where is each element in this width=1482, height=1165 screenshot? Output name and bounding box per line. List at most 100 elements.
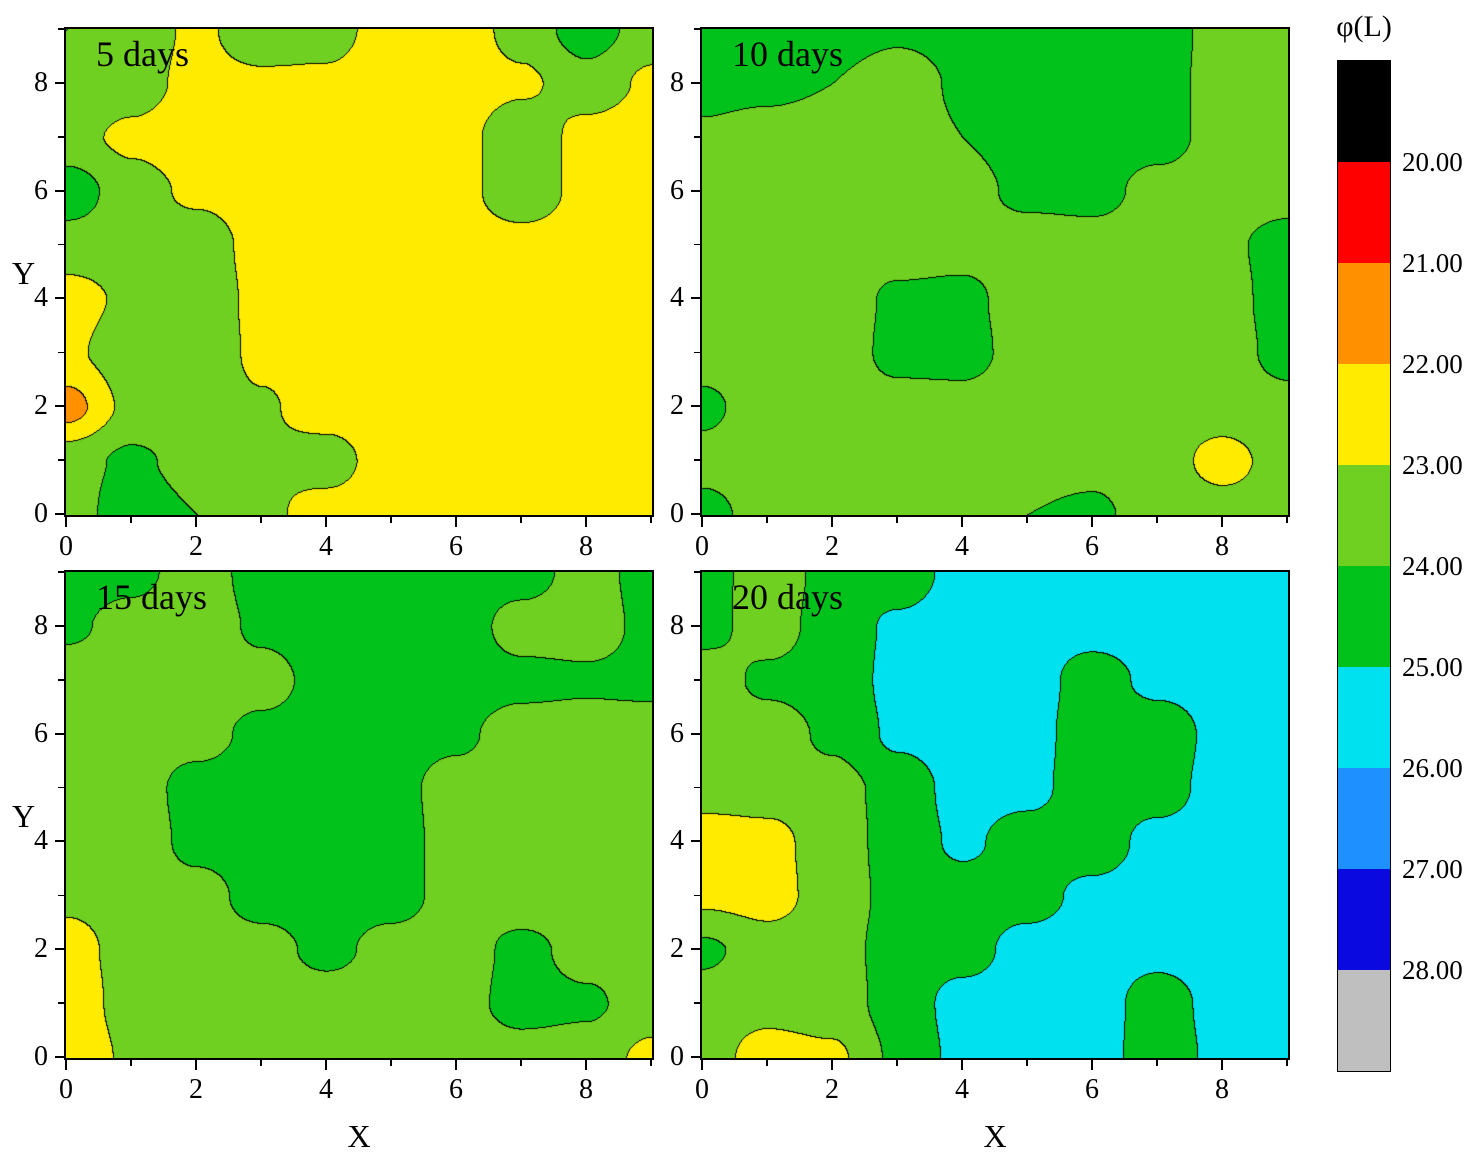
y-minor-tick <box>694 351 700 354</box>
y-minor-tick <box>58 28 64 30</box>
x-major-tick <box>961 517 963 527</box>
y-major-tick <box>55 405 64 408</box>
y-major-tick <box>55 840 64 843</box>
y-tick-label: 0 <box>670 1041 684 1072</box>
y-axis-title-bottom: Y <box>12 798 36 834</box>
colorbar-title: φ(L) <box>1336 10 1392 43</box>
y-tick-label: 8 <box>670 609 684 641</box>
y-major-tick <box>691 840 700 843</box>
contour-plot-20-days <box>700 570 1290 1060</box>
x-major-tick <box>65 1060 67 1070</box>
y-axis-ticks: 0 2 4 6 8 <box>2 570 64 1072</box>
colorbar-boundary-label: 23.00 <box>1402 450 1463 480</box>
x-tick-label: 6 <box>449 531 463 562</box>
y-minor-tick <box>58 894 64 897</box>
x-tick-label: 2 <box>189 531 203 562</box>
y-tick-label: 2 <box>34 390 48 422</box>
y-major-tick <box>691 513 700 515</box>
x-minor-tick <box>650 517 652 523</box>
x-major-tick <box>195 517 197 527</box>
y-tick-label: 2 <box>34 933 48 965</box>
x-axis-ticks: 0 2 4 6 8 <box>695 1060 1290 1108</box>
y-minor-tick <box>58 1002 64 1004</box>
y-tick-label: 0 <box>34 498 48 529</box>
x-minor-tick <box>1026 517 1028 523</box>
panel-10-days: 10 days 0 2 4 6 8 0 2 4 6 8 <box>670 27 1290 562</box>
y-major-tick <box>691 81 700 84</box>
colorbar-band-9 <box>1338 970 1390 1071</box>
y-axis-title-top: Y <box>12 255 36 291</box>
colorbar-boundary-label: 26.00 <box>1402 753 1463 783</box>
x-axis-title-right: X <box>983 1118 1007 1154</box>
x-major-tick <box>325 1060 327 1070</box>
colorbar <box>1337 60 1391 1072</box>
y-tick-label: 8 <box>34 609 48 641</box>
y-tick-label: 0 <box>34 1041 48 1072</box>
y-major-tick <box>691 624 700 627</box>
y-minor-tick <box>694 459 700 461</box>
x-minor-tick <box>520 1060 522 1066</box>
y-major-tick <box>55 297 64 300</box>
x-axis-ticks: 0 2 4 6 8 <box>695 517 1290 565</box>
y-major-tick <box>55 624 64 627</box>
y-minor-tick <box>694 894 700 897</box>
y-minor-tick <box>694 679 700 681</box>
x-major-tick <box>195 1060 197 1070</box>
y-tick-label: 0 <box>670 498 684 529</box>
x-minor-tick <box>896 1060 898 1066</box>
x-tick-label: 0 <box>695 531 709 562</box>
x-tick-label: 2 <box>825 1074 839 1105</box>
x-axis-title-left: X <box>347 1118 371 1154</box>
panel-title-5-days: 5 days <box>96 34 189 74</box>
colorbar-band-2 <box>1338 263 1390 364</box>
x-axis-ticks: 0 2 4 6 8 <box>59 517 654 565</box>
x-tick-label: 8 <box>1215 531 1229 562</box>
x-minor-tick <box>1286 1060 1288 1066</box>
x-major-tick <box>831 1060 833 1070</box>
colorbar-band-0 <box>1338 61 1390 162</box>
y-tick-label: 6 <box>34 174 48 206</box>
panel-title-10-days: 10 days <box>732 34 843 74</box>
y-minor-tick <box>58 351 64 354</box>
y-minor-tick <box>58 571 64 573</box>
x-minor-tick <box>1156 1060 1158 1066</box>
colorbar-band-5 <box>1338 566 1390 667</box>
y-major-tick <box>691 948 700 951</box>
x-minor-tick <box>1286 517 1288 523</box>
y-axis-ticks: 0 2 4 6 8 <box>2 27 64 529</box>
y-tick-label: 6 <box>34 717 48 749</box>
colorbar-boundary-label: 20.00 <box>1402 147 1463 177</box>
x-tick-label: 4 <box>319 531 333 562</box>
x-major-tick <box>65 517 67 527</box>
y-tick-label: 8 <box>670 66 684 98</box>
x-major-tick <box>455 1060 457 1070</box>
x-major-tick <box>701 517 703 527</box>
x-minor-tick <box>1026 1060 1028 1066</box>
x-tick-label: 0 <box>59 531 73 562</box>
y-major-tick <box>691 1056 700 1058</box>
y-minor-tick <box>58 136 64 138</box>
y-major-tick <box>55 1056 64 1058</box>
y-major-tick <box>55 189 64 192</box>
contour-plot-5-days <box>64 27 654 517</box>
x-minor-tick <box>390 517 392 523</box>
x-minor-tick <box>130 1060 132 1066</box>
colorbar-band-7 <box>1338 768 1390 869</box>
x-minor-tick <box>1156 517 1158 523</box>
colorbar-boundary-label: 24.00 <box>1402 551 1463 581</box>
x-major-tick <box>585 517 587 527</box>
x-major-tick <box>1091 1060 1093 1070</box>
colorbar-boundary-label: 25.00 <box>1402 652 1463 682</box>
x-major-tick <box>961 1060 963 1070</box>
y-minor-tick <box>58 459 64 461</box>
colorbar-band-1 <box>1338 162 1390 263</box>
y-tick-label: 4 <box>670 282 684 314</box>
y-major-tick <box>691 732 700 735</box>
y-major-tick <box>691 405 700 408</box>
colorbar-band-4 <box>1338 465 1390 566</box>
y-minor-tick <box>58 679 64 681</box>
y-major-tick <box>691 189 700 192</box>
y-minor-tick <box>694 28 700 30</box>
x-minor-tick <box>130 517 132 523</box>
